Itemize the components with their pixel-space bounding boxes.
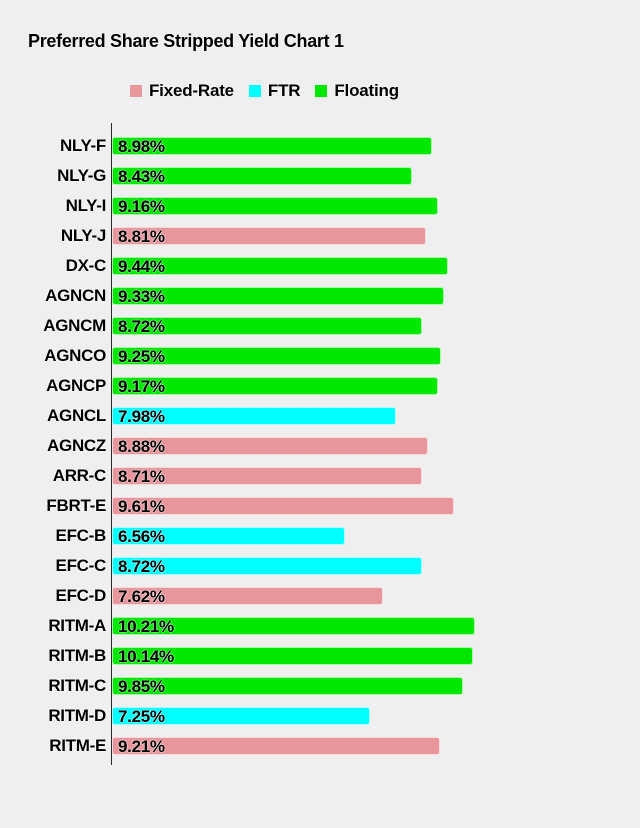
chart-row-nly-g: NLY-G 8.43% xyxy=(0,166,640,186)
category-label-nly-i: NLY-I xyxy=(65,196,107,215)
chart-row-dx-c: DX-C 9.44% xyxy=(0,256,640,276)
value-bar-ritm-a xyxy=(112,617,475,635)
value-bar-ritm-d xyxy=(112,707,370,725)
legend-item-ftr: FTR xyxy=(248,81,301,101)
chart-row-nly-f: NLY-F 8.98% xyxy=(0,136,640,156)
value-label-efc-c: 8.72% xyxy=(118,557,165,576)
value-bar-fbrt-e xyxy=(112,497,454,515)
value-label-ritm-e: 9.21% xyxy=(118,737,165,756)
category-label-ritm-c: RITM-C xyxy=(48,676,106,695)
value-bar-agncn xyxy=(112,287,444,305)
chart-legend: Fixed-Rate FTR Floating xyxy=(130,81,399,101)
y-axis-line xyxy=(111,123,112,765)
value-label-agncn: 9.33% xyxy=(118,287,165,306)
category-label-efc-b: EFC-B xyxy=(55,526,107,545)
legend-swatch-fixed-rate xyxy=(130,85,142,97)
chart-row-agncn: AGNCN 9.33% xyxy=(0,286,640,306)
category-label-arr-c: ARR-C xyxy=(52,466,107,485)
chart-row-fbrt-e: FBRT-E 9.61% xyxy=(0,496,640,516)
value-label-nly-j: 8.81% xyxy=(118,227,165,246)
legend-item-floating: Floating xyxy=(315,81,399,101)
value-label-agnco: 9.25% xyxy=(118,347,165,366)
value-bar-efc-d xyxy=(112,587,383,605)
value-label-nly-f: 8.98% xyxy=(118,137,165,156)
chart-row-efc-d: EFC-D 7.62% xyxy=(0,586,640,606)
value-bar-ritm-e xyxy=(112,737,440,755)
category-label-agnco: AGNCO xyxy=(44,346,106,365)
value-label-nly-g: 8.43% xyxy=(118,167,165,186)
value-label-agncp: 9.17% xyxy=(118,377,165,396)
legend-swatch-ftr xyxy=(248,85,261,97)
chart-row-nly-i: NLY-I 9.16% xyxy=(0,196,640,216)
legend-label-ftr: FTR xyxy=(267,81,301,100)
category-label-efc-c: EFC-C xyxy=(55,556,107,575)
value-label-ritm-c: 9.85% xyxy=(118,677,165,696)
chart-row-ritm-c: RITM-C 9.85% xyxy=(0,676,640,696)
category-label-agncz: AGNCZ xyxy=(47,436,106,455)
value-label-nly-i: 9.16% xyxy=(118,197,165,216)
chart-row-ritm-a: RITM-A 10.21% xyxy=(0,616,640,636)
chart-row-agnco: AGNCO 9.25% xyxy=(0,346,640,366)
chart-row-agncz: AGNCZ 8.88% xyxy=(0,436,640,456)
value-bar-arr-c xyxy=(112,467,422,485)
category-label-agncp: AGNCP xyxy=(46,376,106,395)
chart-title: Preferred Share Stripped Yield Chart 1 xyxy=(28,31,344,51)
value-label-ritm-d: 7.25% xyxy=(118,707,165,726)
value-bar-dx-c xyxy=(112,257,448,275)
category-label-dx-c: DX-C xyxy=(65,256,107,275)
category-label-ritm-d: RITM-D xyxy=(48,706,106,725)
value-label-efc-b: 6.56% xyxy=(118,527,165,546)
legend-label-fixed-rate: Fixed-Rate xyxy=(149,81,234,100)
chart-row-efc-c: EFC-C 8.72% xyxy=(0,556,640,576)
chart-row-agncm: AGNCM 8.72% xyxy=(0,316,640,336)
value-bar-nly-f xyxy=(112,137,432,155)
chart-row-agncp: AGNCP 9.17% xyxy=(0,376,640,396)
value-label-agncm: 8.72% xyxy=(118,317,165,336)
chart-row-agncl: AGNCL 7.98% xyxy=(0,406,640,426)
value-bar-agncl xyxy=(112,407,396,425)
category-label-ritm-b: RITM-B xyxy=(48,646,106,665)
value-label-agncl: 7.98% xyxy=(118,407,165,426)
category-label-agncl: AGNCL xyxy=(47,406,106,425)
value-bar-nly-g xyxy=(112,167,412,185)
legend-swatch-floating xyxy=(315,85,328,97)
category-label-agncn: AGNCN xyxy=(45,286,106,305)
value-label-agncz: 8.88% xyxy=(118,437,165,456)
chart-row-arr-c: ARR-C 8.71% xyxy=(0,466,640,486)
legend-item-fixed-rate: Fixed-Rate xyxy=(130,81,234,101)
value-bar-ritm-c xyxy=(112,677,463,695)
value-bar-agncm xyxy=(112,317,422,335)
chart-row-nly-j: NLY-J 8.81% xyxy=(0,226,640,246)
category-label-nly-g: NLY-G xyxy=(57,166,106,185)
value-bar-agncp xyxy=(112,377,438,395)
value-bar-efc-b xyxy=(112,527,345,545)
value-bar-nly-i xyxy=(112,197,438,215)
value-bar-agnco xyxy=(112,347,441,365)
category-label-efc-d: EFC-D xyxy=(55,586,107,605)
value-bar-efc-c xyxy=(112,557,422,575)
value-label-efc-d: 7.62% xyxy=(118,587,165,606)
category-label-ritm-e: RITM-E xyxy=(49,736,106,755)
value-label-ritm-a: 10.21% xyxy=(118,617,174,636)
value-label-arr-c: 8.71% xyxy=(118,467,165,486)
value-label-ritm-b: 10.14% xyxy=(118,647,174,666)
category-label-ritm-a: RITM-A xyxy=(48,616,106,635)
category-label-fbrt-e: FBRT-E xyxy=(46,496,106,515)
value-bar-agncz xyxy=(112,437,428,455)
chart-row-ritm-d: RITM-D 7.25% xyxy=(0,706,640,726)
chart-row-ritm-b: RITM-B 10.14% xyxy=(0,646,640,666)
category-label-nly-f: NLY-F xyxy=(59,136,106,155)
chart-row-efc-b: EFC-B 6.56% xyxy=(0,526,640,546)
chart-row-ritm-e: RITM-E 9.21% xyxy=(0,736,640,756)
value-bar-ritm-b xyxy=(112,647,473,665)
legend-label-floating: Floating xyxy=(334,81,399,100)
category-label-agncm: AGNCM xyxy=(43,316,106,335)
value-label-fbrt-e: 9.61% xyxy=(118,497,165,516)
value-label-dx-c: 9.44% xyxy=(118,257,165,276)
category-label-nly-j: NLY-J xyxy=(60,226,106,245)
value-bar-nly-j xyxy=(112,227,426,245)
